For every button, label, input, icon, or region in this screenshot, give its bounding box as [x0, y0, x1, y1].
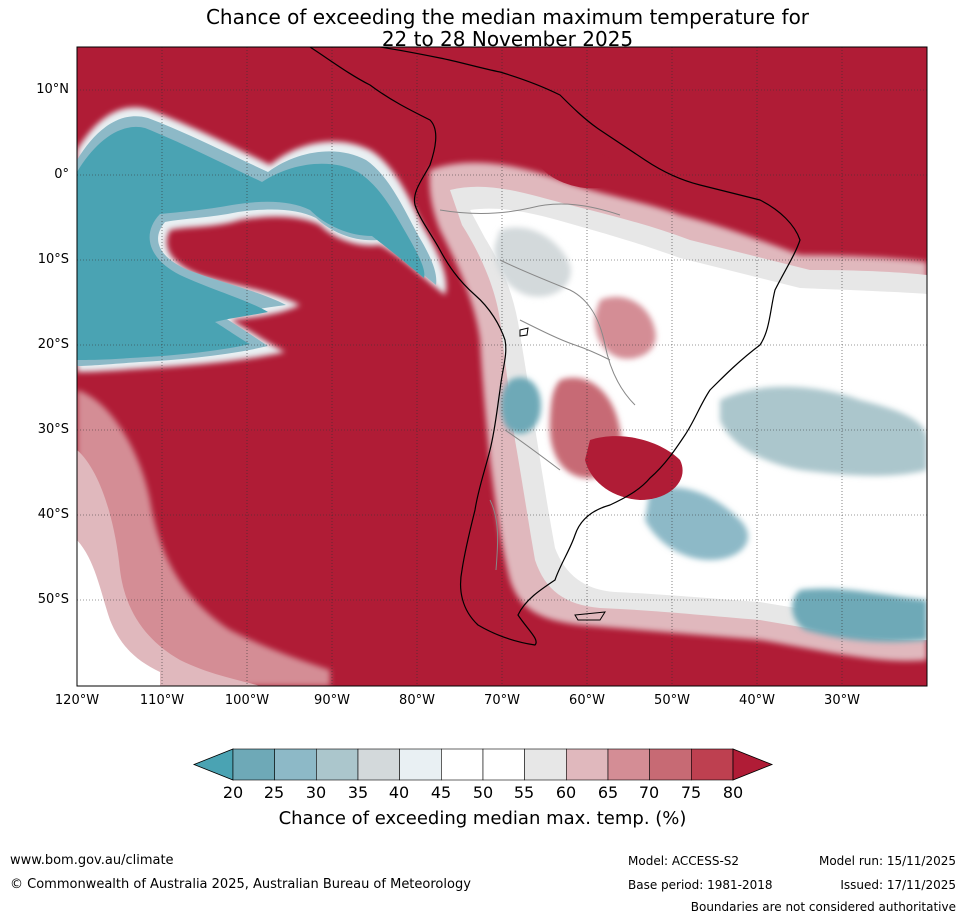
south-america-coastline — [308, 47, 801, 646]
colorbar-swatch — [399, 748, 442, 781]
lake-titicaca-outline — [519, 327, 529, 337]
colorbar-swatch — [691, 748, 734, 781]
colorbar-swatch — [649, 748, 692, 781]
lon-label-30w: 30°W — [824, 693, 860, 708]
lon-label-110w: 110°W — [139, 693, 185, 708]
map-frame — [76, 46, 928, 687]
footer-model: Model: ACCESS-S2 — [628, 854, 740, 868]
lat-label-10n: 10°N — [36, 82, 69, 97]
colorbar-swatch — [524, 748, 567, 781]
probability-field — [77, 47, 927, 686]
lat-label-50s: 50°S — [37, 592, 69, 607]
map-title-line-1: Chance of exceeding the median maximum t… — [205, 5, 810, 29]
colorbar-swatch — [274, 748, 317, 781]
colorbar-tick: 25 — [263, 783, 285, 802]
colorbar-tick: 70 — [638, 783, 660, 802]
map-title-line-2: 22 to 28 November 2025 — [381, 27, 634, 51]
pacific-cool-anomaly — [77, 107, 447, 373]
colorbar-tick: 40 — [388, 783, 410, 802]
colorbar-tick: 55 — [513, 783, 535, 802]
colorbar-tick: 75 — [680, 783, 702, 802]
continent-mixed-field — [429, 145, 927, 661]
graticule — [77, 47, 927, 686]
lon-label-100w: 100°W — [224, 693, 270, 708]
colorbar-tick: 80 — [722, 783, 744, 802]
colorbar-tick: 50 — [472, 783, 494, 802]
lat-label-30s: 30°S — [37, 422, 69, 437]
colorbar-swatch — [482, 748, 525, 781]
colorbar-tick: 35 — [347, 783, 369, 802]
colorbar-swatch — [441, 748, 484, 781]
footer-model-run: Model run: 15/11/2025 — [818, 854, 956, 868]
lon-label-80w: 80°W — [399, 693, 435, 708]
lon-label-90w: 90°W — [314, 693, 350, 708]
colorbar-extend-low — [192, 748, 234, 781]
colorbar-tick: 65 — [597, 783, 619, 802]
colorbar-swatch — [607, 748, 650, 781]
footer-url[interactable]: www.bom.gov.au/climate — [10, 853, 174, 868]
lon-label-40w: 40°W — [739, 693, 775, 708]
colorbar-label: Chance of exceeding median max. temp. (%… — [278, 808, 687, 829]
country-borders — [439, 203, 636, 571]
lon-label-120w: 120°W — [54, 693, 100, 708]
lat-label-0: 0° — [54, 167, 69, 182]
southwest-pacific-mixed-field — [77, 390, 330, 686]
colorbar-tick: 60 — [555, 783, 577, 802]
footer-issued: Issued: 17/11/2025 — [840, 878, 956, 892]
lon-label-60w: 60°W — [569, 693, 605, 708]
colorbar-swatch — [232, 748, 275, 781]
footer-base-period: Base period: 1981-2018 — [628, 878, 773, 892]
colorbar-swatch — [566, 748, 609, 781]
lat-label-20s: 20°S — [37, 337, 69, 352]
colorbar-tick: 45 — [430, 783, 452, 802]
colorbar-swatch — [357, 748, 400, 781]
colorbar-extend-high — [732, 748, 774, 781]
footer-disclaimer: Boundaries are not considered authoritat… — [690, 900, 956, 914]
colorbar-tick: 30 — [305, 783, 327, 802]
lon-label-50w: 50°W — [654, 693, 690, 708]
footer-copyright: © Commonwealth of Australia 2025, Austra… — [10, 877, 471, 892]
lat-label-10s: 10°S — [37, 252, 69, 267]
lon-label-70w: 70°W — [484, 693, 520, 708]
colorbar-swatch — [316, 748, 359, 781]
colorbar-tick: 20 — [222, 783, 244, 802]
lat-label-40s: 40°S — [37, 507, 69, 522]
colorbar — [192, 748, 774, 781]
falkland-islands-outline — [574, 611, 606, 621]
